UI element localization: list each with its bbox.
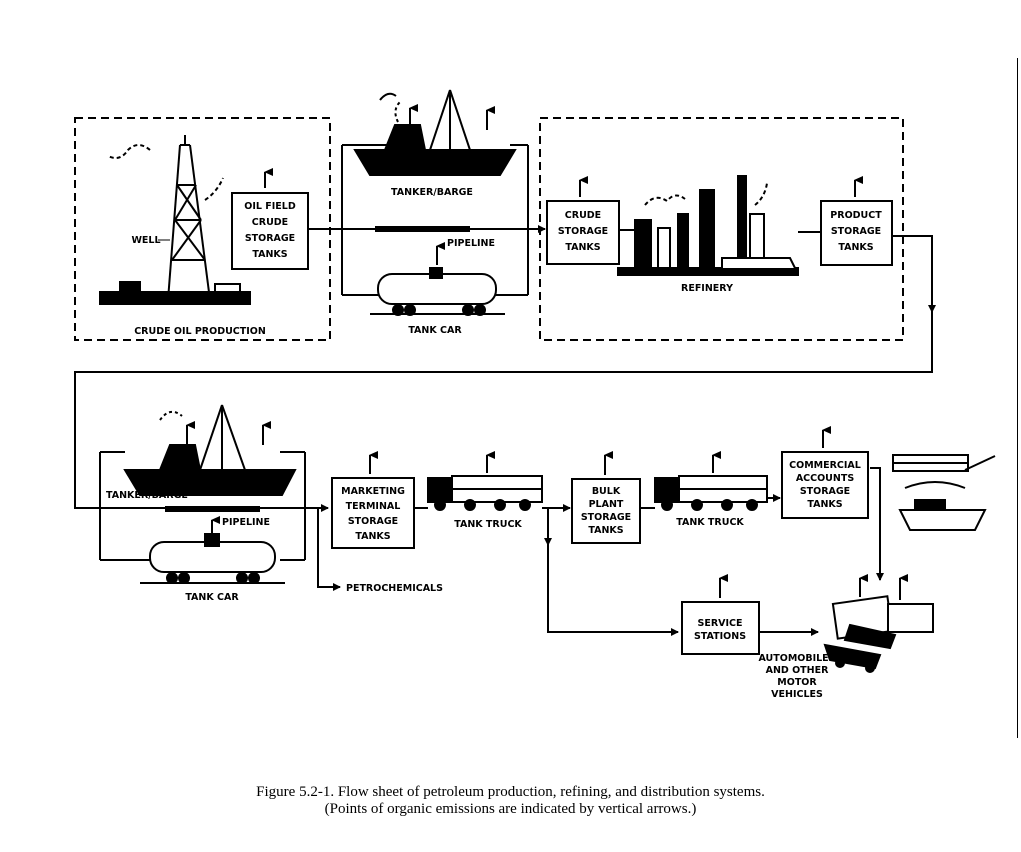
storage-label: STORAGE — [245, 233, 295, 244]
marketing-label: MARKETING — [341, 486, 405, 497]
plant-label: PLANT — [589, 499, 624, 510]
and-other-label: AND OTHER — [766, 665, 829, 676]
crude-storage-tanks-box — [546, 200, 620, 265]
tanker-barge-top-label: TANKER/BARGE — [391, 187, 473, 198]
motor-vehicles-illustration — [823, 595, 934, 673]
caption-line-2: (Points of organic emissions are indicat… — [324, 801, 697, 817]
tanker-barge-ship-bottom — [123, 404, 297, 496]
commercial-label: COMMERCIAL — [789, 460, 861, 471]
bottom-flow-lines — [414, 467, 884, 636]
crude-storage-storage-label: STORAGE — [558, 226, 608, 237]
pipeline-top-pipe — [375, 226, 470, 232]
bulk-plant-storage-tanks-box — [571, 478, 641, 544]
commercial-storage-label: STORAGE — [800, 486, 850, 497]
tank-truck-1 — [427, 475, 543, 511]
product-to-distribution-connector — [74, 235, 933, 512]
service-label: SERVICE — [698, 618, 743, 629]
motor-label: MOTOR — [777, 677, 817, 688]
tank-truck-2-label: TANK TRUCK — [676, 517, 744, 528]
terminal-label: TERMINAL — [346, 501, 401, 512]
commercial-accounts-storage-tanks-box — [781, 451, 869, 519]
petrochemicals-label: PETROCHEMICALS — [346, 583, 443, 594]
tank-car-top-label: TANK CAR — [408, 325, 462, 336]
bulk-storage-label: STORAGE — [581, 512, 631, 523]
pipeline-top-label: PIPELINE — [447, 238, 495, 249]
tank-car-bottom-label: TANK CAR — [185, 592, 239, 603]
tanks-label: TANKS — [252, 249, 287, 260]
product-storage-tanks-box — [820, 200, 893, 266]
marketing-terminal-storage-tanks-box — [331, 477, 415, 549]
crude-label: CRUDE — [252, 217, 288, 228]
refinery-plant — [617, 175, 799, 276]
oil-well-derrick — [99, 135, 251, 305]
tanker-barge-ship-top — [353, 89, 517, 176]
crude-oil-production-label: CRUDE OIL PRODUCTION — [134, 326, 266, 337]
pipeline-bottom-label: PIPELINE — [222, 517, 270, 528]
marketing-tanks-label: TANKS — [355, 531, 390, 542]
refinery-label: REFINERY — [681, 283, 733, 294]
bulk-label: BULK — [592, 486, 621, 497]
crude-storage-crude-label: CRUDE — [565, 210, 601, 221]
product-storage-product-label: PRODUCT — [830, 210, 882, 221]
commercial-tanks-label: TANKS — [807, 499, 842, 510]
bulk-tanks-label: TANKS — [588, 525, 623, 536]
product-storage-tanks-label: TANKS — [838, 242, 873, 253]
oil-field-label: OIL FIELD — [244, 201, 296, 212]
figure-caption: Figure 5.2-1. Flow sheet of petroleum pr… — [0, 784, 1021, 818]
bottom-transport-bracket — [99, 451, 341, 591]
pipeline-bottom-pipe — [165, 506, 260, 512]
tank-car-top — [370, 267, 505, 316]
marketing-storage-label: STORAGE — [348, 516, 398, 527]
tank-truck-2 — [654, 475, 768, 511]
accounts-label: ACCOUNTS — [796, 473, 855, 484]
vehicles-label: VEHICLES — [771, 689, 823, 700]
automobiles-label: AUTOMOBILES — [758, 653, 835, 664]
tank-car-bottom — [140, 533, 285, 584]
caption-line-1: Figure 5.2-1. Flow sheet of petroleum pr… — [256, 784, 765, 800]
crude-storage-tanks-label: TANKS — [565, 242, 600, 253]
product-storage-storage-label: STORAGE — [831, 226, 881, 237]
oil-field-crude-storage-tanks-box — [231, 192, 309, 270]
tanker-barge-bottom-label: TANKER/BARGE — [106, 490, 188, 501]
commercial-consumers-illustration — [892, 454, 996, 531]
stations-label: STATIONS — [694, 631, 746, 642]
page-edge-line — [1017, 58, 1018, 738]
service-stations-box — [681, 601, 760, 655]
well-label: WELL — [131, 235, 160, 246]
tank-truck-1-label: TANK TRUCK — [454, 519, 522, 530]
